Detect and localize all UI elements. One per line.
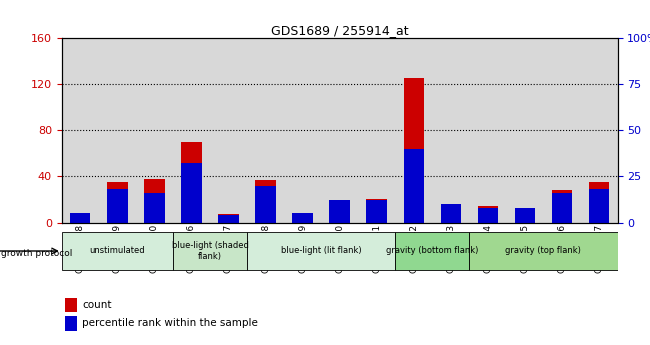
Bar (107, 182, 127, 223)
Text: percentile rank within the sample: percentile rank within the sample (82, 318, 258, 328)
Bar (107, 189, 127, 223)
Bar (70, 213, 90, 223)
Bar (589, 182, 609, 223)
Bar (292, 213, 313, 223)
Bar (247, 232, 395, 270)
Text: blue-light (lit flank): blue-light (lit flank) (281, 246, 361, 256)
Bar (404, 78, 424, 223)
Text: blue-light (shaded
flank): blue-light (shaded flank) (172, 241, 248, 261)
Bar (367, 199, 387, 223)
Bar (589, 189, 609, 223)
Bar (552, 193, 572, 223)
Bar (70, 213, 90, 223)
Text: gravity (bottom flank): gravity (bottom flank) (386, 246, 478, 256)
Text: unstimulated: unstimulated (90, 246, 145, 256)
Bar (441, 204, 461, 223)
Bar (478, 208, 498, 223)
Bar (255, 180, 276, 223)
Bar (478, 206, 498, 223)
Bar (330, 200, 350, 223)
Bar (218, 215, 239, 223)
Bar (62, 232, 173, 270)
Text: gravity (top flank): gravity (top flank) (506, 246, 581, 256)
Bar (292, 213, 313, 223)
Bar (218, 215, 239, 223)
Bar (515, 208, 535, 223)
Bar (404, 149, 424, 223)
Bar (395, 232, 469, 270)
Text: growth protocol: growth protocol (1, 249, 73, 258)
Text: count: count (82, 300, 111, 310)
Bar (552, 190, 572, 223)
Bar (330, 212, 350, 223)
Bar (144, 193, 164, 223)
Bar (173, 232, 247, 270)
Bar (181, 142, 202, 223)
Bar (255, 186, 276, 223)
Title: GDS1689 / 255914_at: GDS1689 / 255914_at (271, 24, 408, 37)
Bar (441, 204, 461, 223)
Bar (144, 179, 164, 223)
Bar (515, 208, 535, 223)
Bar (469, 232, 618, 270)
Bar (367, 200, 387, 223)
Bar (181, 164, 202, 223)
